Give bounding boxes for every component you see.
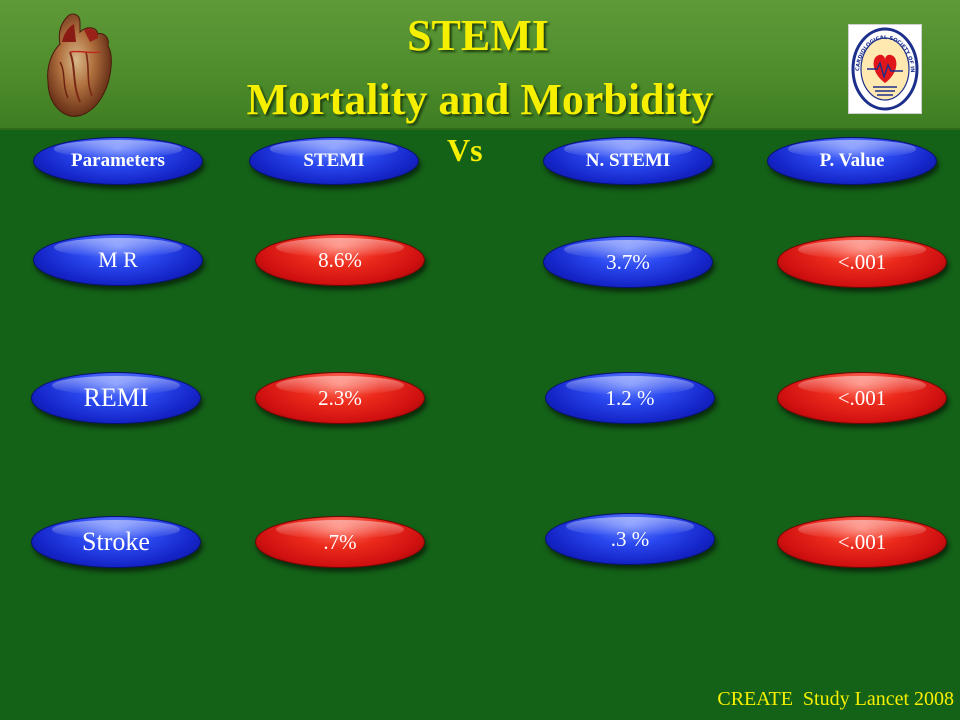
title-line-1: STEMI — [407, 11, 549, 60]
header-pvalue-label: P. Value — [819, 150, 885, 171]
row-mr-parameter-label: M R — [98, 247, 138, 272]
row-remi-parameter-label: REMI — [83, 383, 149, 412]
header-pvalue: P. Value — [767, 137, 937, 185]
row-stroke-stemi: .7% — [255, 516, 425, 568]
row-mr-stemi-value: 8.6% — [318, 247, 362, 272]
header-stemi-label: STEMI — [303, 150, 365, 171]
row-stroke-pvalue-value: <.001 — [837, 529, 887, 554]
header-stemi: STEMI — [249, 137, 419, 185]
row-remi-nstemi-value: 1.2 % — [605, 385, 655, 410]
row-mr-parameter: M R — [33, 234, 203, 286]
row-stroke-nstemi-value: .3 % — [610, 526, 650, 551]
row-remi-stemi-value: 2.3% — [318, 385, 362, 410]
row-remi-pvalue-value: <.001 — [837, 385, 887, 410]
row-stroke-nstemi: .3 % — [545, 513, 715, 565]
citation-footer: CREATE Study Lancet 2008 — [717, 688, 954, 710]
row-stroke-parameter: Stroke — [31, 516, 201, 568]
row-stroke-stemi-value: .7% — [323, 529, 357, 554]
heart-image — [47, 13, 112, 117]
row-mr-nstemi: 3.7% — [543, 236, 713, 288]
row-remi-stemi: 2.3% — [255, 372, 425, 424]
cardiological-society-logo: CARDIOLOGICAL SOCIETY OF INDIA — [848, 24, 922, 114]
header-parameters-label: Parameters — [71, 150, 165, 171]
vs-label: Vs — [447, 132, 483, 168]
header-parameters: Parameters — [33, 137, 203, 185]
row-remi-parameter: REMI — [31, 372, 201, 424]
row-remi-pvalue: <.001 — [777, 372, 947, 424]
row-stroke-pvalue: <.001 — [777, 516, 947, 568]
header-band — [0, 0, 960, 130]
row-mr-nstemi-value: 3.7% — [606, 249, 650, 274]
row-remi-nstemi: 1.2 % — [545, 372, 715, 424]
row-mr-stemi: 8.6% — [255, 234, 425, 286]
row-stroke-parameter-label: Stroke — [82, 527, 150, 556]
row-mr-pvalue-value: <.001 — [837, 249, 887, 274]
title-line-2: Mortality and Morbidity — [246, 75, 714, 124]
header-nstemi: N. STEMI — [543, 137, 713, 185]
header-nstemi-label: N. STEMI — [585, 150, 671, 171]
row-mr-pvalue: <.001 — [777, 236, 947, 288]
